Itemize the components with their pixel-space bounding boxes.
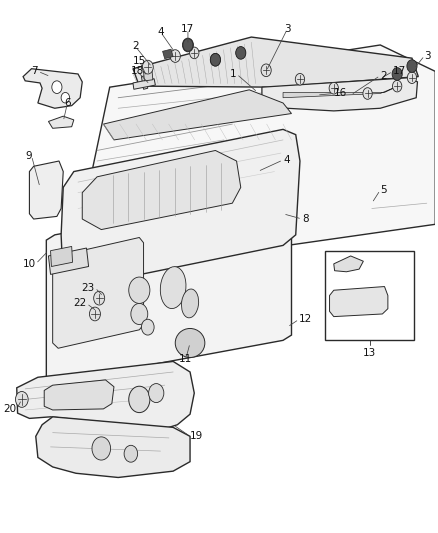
Circle shape — [131, 303, 148, 325]
Circle shape — [170, 50, 180, 62]
Circle shape — [124, 445, 138, 462]
Polygon shape — [262, 78, 417, 111]
Text: 13: 13 — [363, 348, 376, 358]
Polygon shape — [17, 361, 194, 430]
Ellipse shape — [181, 289, 198, 318]
Polygon shape — [133, 37, 418, 87]
Polygon shape — [23, 69, 82, 108]
Polygon shape — [141, 76, 148, 90]
Polygon shape — [46, 192, 292, 383]
Text: 4: 4 — [283, 155, 290, 165]
Text: 3: 3 — [425, 51, 431, 61]
Polygon shape — [44, 380, 114, 410]
Polygon shape — [144, 70, 153, 81]
Circle shape — [295, 74, 304, 85]
Ellipse shape — [175, 328, 205, 358]
Circle shape — [407, 60, 417, 72]
Circle shape — [15, 392, 28, 407]
Circle shape — [261, 64, 271, 77]
Text: 1: 1 — [230, 69, 237, 79]
Polygon shape — [82, 150, 241, 230]
Text: 23: 23 — [82, 282, 95, 293]
Text: 18: 18 — [131, 66, 144, 76]
Circle shape — [129, 277, 150, 303]
Circle shape — [236, 47, 245, 59]
Text: 5: 5 — [380, 185, 387, 195]
Polygon shape — [103, 90, 292, 140]
Polygon shape — [61, 130, 300, 288]
Polygon shape — [53, 238, 144, 348]
Text: 7: 7 — [31, 66, 38, 76]
Text: 19: 19 — [190, 431, 203, 441]
Text: 2: 2 — [132, 41, 138, 51]
Polygon shape — [133, 79, 155, 90]
Polygon shape — [283, 85, 401, 98]
Circle shape — [210, 53, 220, 66]
Text: 17: 17 — [393, 66, 406, 76]
Circle shape — [183, 38, 194, 52]
Text: 9: 9 — [25, 151, 32, 161]
Circle shape — [129, 386, 150, 413]
Text: 10: 10 — [23, 259, 36, 269]
Circle shape — [183, 39, 193, 51]
Circle shape — [407, 72, 417, 84]
Text: 22: 22 — [73, 298, 86, 309]
Polygon shape — [162, 49, 173, 59]
Text: 12: 12 — [299, 314, 312, 324]
Polygon shape — [49, 248, 88, 274]
Text: 17: 17 — [181, 24, 194, 34]
Circle shape — [89, 307, 100, 321]
Bar — [325, 251, 414, 341]
Polygon shape — [49, 116, 74, 128]
Circle shape — [61, 92, 70, 103]
Circle shape — [210, 53, 220, 66]
Text: 4: 4 — [157, 27, 164, 37]
Circle shape — [52, 81, 62, 93]
Text: 8: 8 — [302, 214, 309, 224]
Polygon shape — [50, 246, 73, 266]
Ellipse shape — [160, 266, 186, 309]
Circle shape — [236, 46, 246, 59]
Text: 16: 16 — [334, 88, 347, 99]
Circle shape — [190, 47, 199, 59]
Circle shape — [142, 60, 153, 74]
Polygon shape — [329, 287, 388, 317]
Circle shape — [329, 83, 339, 94]
Polygon shape — [36, 417, 190, 478]
Circle shape — [94, 292, 105, 305]
Polygon shape — [88, 45, 435, 245]
Circle shape — [392, 80, 402, 92]
Text: 3: 3 — [284, 24, 290, 34]
Circle shape — [392, 68, 402, 80]
Polygon shape — [334, 256, 364, 272]
Text: 20: 20 — [4, 404, 17, 414]
Polygon shape — [29, 161, 63, 219]
Circle shape — [363, 88, 372, 99]
Text: 11: 11 — [179, 354, 192, 364]
Circle shape — [148, 384, 164, 402]
Text: 2: 2 — [380, 70, 387, 80]
Circle shape — [141, 319, 154, 335]
Text: 15: 15 — [133, 56, 146, 66]
Circle shape — [92, 437, 110, 460]
Text: 6: 6 — [64, 98, 71, 108]
